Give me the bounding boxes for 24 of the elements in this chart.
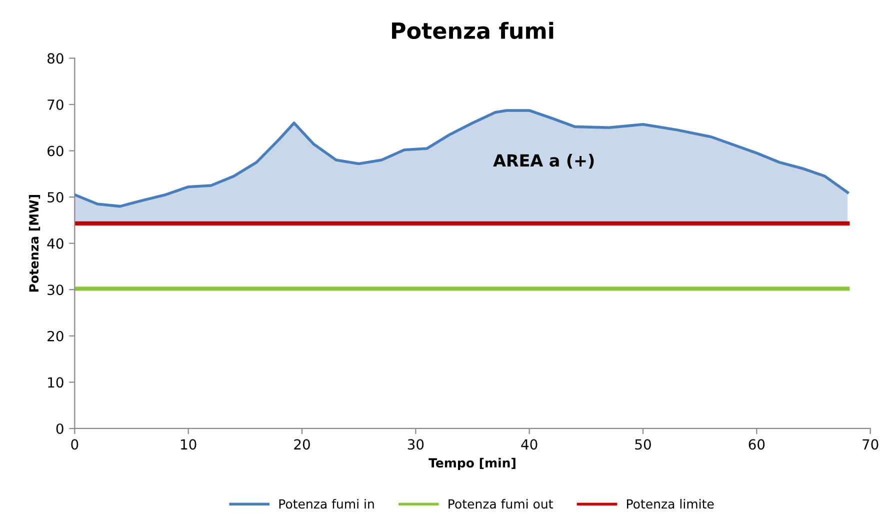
x-tick-label: 10: [181, 439, 196, 450]
chart-title: Potenza fumi: [392, 22, 554, 40]
y-tick-label: 30: [48, 284, 64, 296]
y-tick-label: 70: [48, 99, 64, 110]
y-tick-label: 0: [56, 423, 64, 434]
x-tick-label: 30: [408, 439, 424, 450]
x-axis-title: Tempo [min]: [428, 458, 516, 470]
legend-label: Potenza limite: [626, 498, 714, 509]
annotation: AREA a (+): [493, 154, 594, 169]
x-tick-label: 50: [635, 439, 651, 450]
y-tick-label: 10: [48, 377, 64, 388]
legend-label: Potenza fumi in: [279, 498, 374, 509]
y-tick-label: 40: [47, 238, 64, 249]
x-tick-label: 40: [521, 439, 538, 450]
y-tick-label: 20: [48, 330, 64, 342]
y-tick-label: 80: [48, 53, 64, 64]
x-tick-label: 60: [748, 439, 765, 450]
y-axis-title: Potenza [MW]: [28, 195, 40, 292]
y-tick-label: 50: [48, 192, 64, 203]
y-tick-label: 60: [48, 146, 64, 156]
legend-label: Potenza fumi out: [448, 498, 553, 509]
x-tick-label: 20: [294, 439, 310, 450]
x-tick-label: 70: [862, 439, 878, 450]
x-tick-label: 0: [71, 439, 78, 450]
